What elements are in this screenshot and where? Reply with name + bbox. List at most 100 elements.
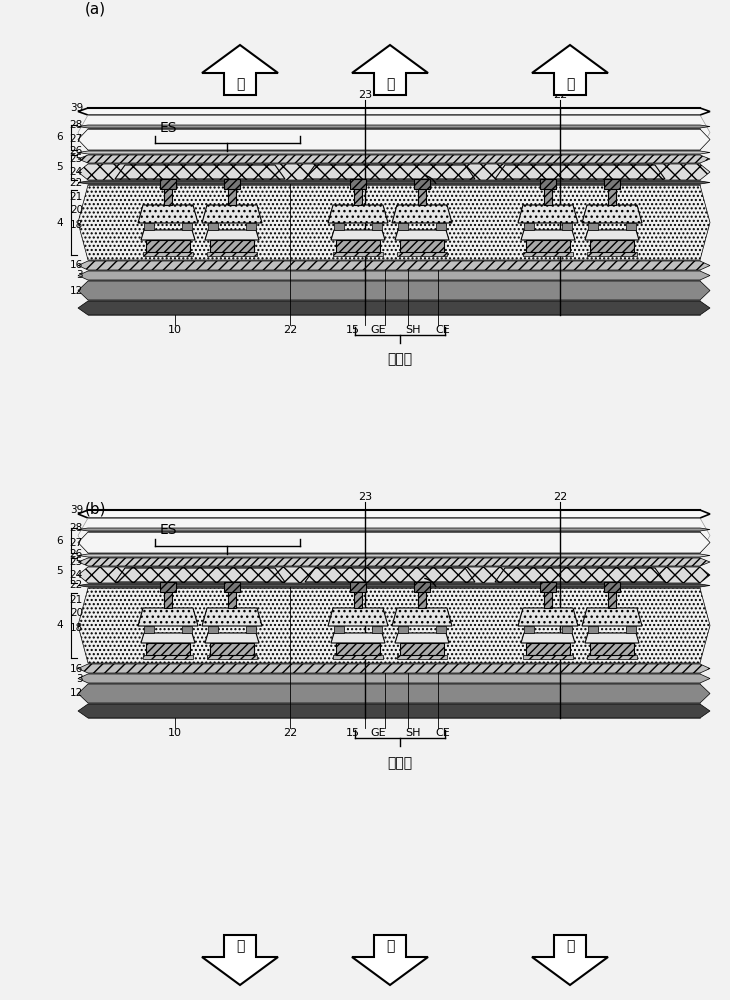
Bar — [372, 626, 382, 633]
Polygon shape — [78, 684, 710, 703]
Text: 24: 24 — [70, 167, 83, 177]
Bar — [588, 223, 598, 230]
Polygon shape — [78, 674, 710, 683]
Polygon shape — [532, 45, 608, 95]
Bar — [182, 223, 192, 230]
Text: SH: SH — [405, 325, 420, 335]
Bar — [608, 588, 616, 608]
Polygon shape — [518, 608, 578, 626]
Bar — [208, 626, 218, 633]
Polygon shape — [78, 558, 710, 566]
Text: 21: 21 — [70, 595, 83, 605]
Bar — [587, 252, 637, 256]
Text: 22: 22 — [70, 580, 83, 590]
Polygon shape — [495, 165, 665, 179]
Text: 10: 10 — [168, 728, 182, 738]
Text: 22: 22 — [553, 492, 567, 502]
Polygon shape — [78, 664, 710, 673]
Text: 5: 5 — [56, 566, 63, 576]
Bar — [418, 588, 426, 608]
Polygon shape — [582, 608, 642, 626]
Text: 39: 39 — [70, 103, 83, 113]
Text: 23: 23 — [358, 90, 372, 100]
Polygon shape — [202, 608, 262, 626]
Text: 光: 光 — [566, 939, 575, 953]
Polygon shape — [78, 301, 710, 315]
Polygon shape — [521, 633, 575, 643]
Polygon shape — [205, 230, 259, 240]
Polygon shape — [138, 608, 198, 626]
Bar — [164, 588, 172, 608]
Text: 16: 16 — [70, 664, 83, 674]
Bar — [414, 179, 430, 189]
Text: 22: 22 — [283, 728, 297, 738]
Bar — [526, 643, 570, 655]
Bar — [210, 240, 254, 252]
Bar — [436, 626, 446, 633]
Text: (a): (a) — [85, 2, 106, 17]
Polygon shape — [78, 115, 710, 150]
Text: GE: GE — [370, 325, 385, 335]
Text: 26: 26 — [70, 549, 83, 559]
Bar — [228, 185, 236, 205]
Polygon shape — [78, 125, 710, 128]
Polygon shape — [331, 633, 385, 643]
Polygon shape — [518, 205, 578, 223]
Polygon shape — [78, 271, 710, 280]
Text: ES: ES — [160, 120, 177, 134]
Text: 光: 光 — [566, 77, 575, 91]
Text: 20: 20 — [70, 205, 83, 215]
Bar — [228, 588, 236, 608]
Text: 22: 22 — [553, 90, 567, 100]
Text: 4: 4 — [56, 620, 63, 631]
Bar — [144, 626, 154, 633]
Text: 28: 28 — [70, 120, 83, 130]
Bar — [608, 185, 616, 205]
Text: 21: 21 — [70, 192, 83, 202]
Bar — [334, 626, 344, 633]
Bar — [146, 240, 190, 252]
Polygon shape — [141, 633, 195, 643]
Bar — [333, 252, 383, 256]
Text: SH: SH — [405, 728, 420, 738]
Polygon shape — [78, 164, 710, 180]
Text: 光: 光 — [236, 77, 245, 91]
Bar — [540, 179, 556, 189]
Bar — [144, 223, 154, 230]
Text: GE: GE — [370, 728, 385, 738]
Text: CE: CE — [435, 325, 450, 335]
Bar — [354, 185, 362, 205]
Polygon shape — [78, 704, 710, 718]
Text: 18: 18 — [70, 220, 83, 230]
Bar — [588, 626, 598, 633]
Text: 6: 6 — [56, 132, 63, 142]
Polygon shape — [585, 230, 639, 240]
Polygon shape — [115, 568, 285, 582]
Bar — [562, 223, 572, 230]
Bar — [397, 252, 447, 256]
Bar — [354, 588, 362, 608]
Polygon shape — [78, 567, 710, 583]
Text: 25: 25 — [70, 557, 83, 567]
Bar — [604, 179, 620, 189]
Text: 15: 15 — [346, 325, 360, 335]
Text: 28: 28 — [70, 523, 83, 533]
Bar — [224, 582, 240, 592]
Polygon shape — [78, 185, 710, 260]
Polygon shape — [78, 151, 710, 154]
Text: 晶体管: 晶体管 — [388, 756, 412, 770]
Polygon shape — [328, 205, 388, 223]
Bar — [160, 582, 176, 592]
Bar — [524, 626, 534, 633]
Polygon shape — [115, 165, 285, 179]
Bar — [246, 626, 256, 633]
Polygon shape — [202, 205, 262, 223]
Text: 4: 4 — [56, 218, 63, 228]
Polygon shape — [328, 608, 388, 626]
Text: CE: CE — [435, 728, 450, 738]
Polygon shape — [532, 935, 608, 985]
Text: 20: 20 — [70, 608, 83, 618]
Text: 27: 27 — [70, 134, 83, 144]
Bar — [524, 223, 534, 230]
Polygon shape — [78, 532, 710, 553]
